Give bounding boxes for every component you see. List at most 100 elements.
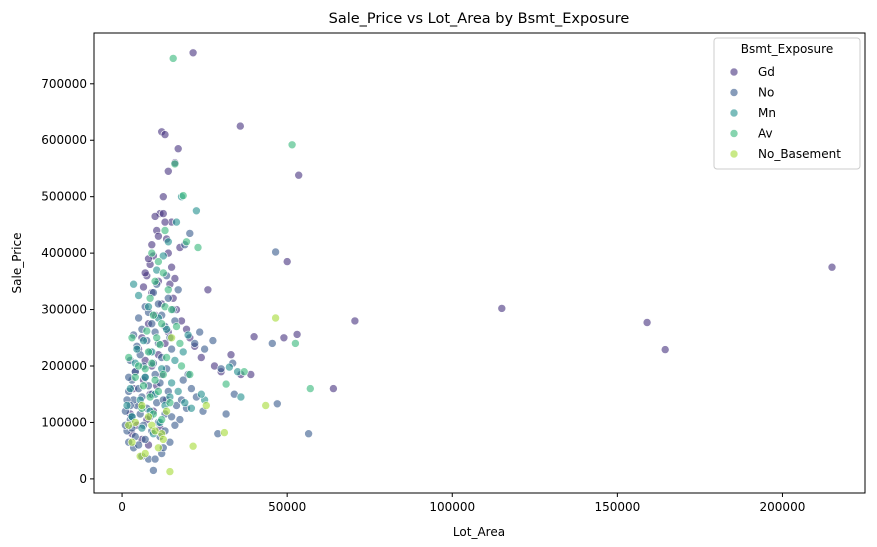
data-point-mn: [183, 330, 193, 340]
data-point-mn: [122, 401, 132, 410]
data-point-gd: [197, 353, 206, 362]
y-tick-label: 100000: [41, 415, 87, 429]
data-point-no-basement: [150, 426, 160, 436]
data-point-gd: [282, 257, 292, 266]
data-point-no-basement: [144, 412, 153, 422]
data-point-no: [190, 339, 199, 348]
data-point-av: [175, 339, 185, 348]
data-point-av: [172, 322, 181, 331]
data-point-no-basement: [124, 420, 133, 430]
data-point-av: [144, 347, 153, 357]
y-tick-label: 0: [79, 472, 87, 486]
legend-marker: [729, 108, 739, 118]
data-point-gd: [292, 330, 302, 339]
data-point-gd: [329, 384, 338, 393]
data-point-gd: [160, 130, 170, 139]
legend-label: Gd: [758, 65, 775, 79]
legend-label: Av: [758, 127, 773, 141]
data-point-gd: [159, 209, 168, 218]
data-point-gd: [497, 304, 507, 313]
legend-label: No_Basement: [758, 147, 841, 161]
data-point-no-basement: [261, 401, 271, 410]
data-point-mn: [197, 389, 206, 399]
data-point-av: [165, 398, 175, 408]
data-point-gd: [660, 345, 670, 354]
y-tick-label: 400000: [41, 246, 87, 260]
points-layer: [121, 48, 837, 476]
data-point-no-basement: [162, 406, 171, 416]
data-point-av: [239, 367, 249, 377]
data-point-gd: [147, 240, 157, 249]
data-point-mn: [167, 378, 176, 388]
data-point-no: [200, 344, 209, 354]
data-point-no: [149, 466, 158, 475]
data-point-gd: [294, 170, 304, 180]
data-point-no: [216, 364, 226, 374]
data-point-mn: [178, 347, 188, 357]
y-axis-label: Sale_Price: [10, 233, 24, 294]
y-tick-label: 700000: [41, 77, 87, 91]
x-tick-label: 50000: [268, 500, 306, 514]
data-point-no: [178, 375, 188, 385]
data-point-av: [162, 353, 171, 362]
data-point-mn: [180, 398, 190, 408]
data-point-no: [195, 327, 204, 337]
data-point-av: [160, 226, 170, 235]
y-axis: 0 100000 200000 300000 400000 500000 600000 700…: [41, 77, 94, 486]
data-point-no-basement: [202, 401, 211, 410]
data-point-av: [134, 361, 143, 371]
data-point-mn: [137, 423, 147, 433]
data-point-av: [185, 370, 195, 379]
data-point-av: [221, 379, 231, 389]
data-point-av: [178, 191, 188, 200]
data-point-mn: [164, 237, 173, 247]
data-point-av: [131, 372, 140, 382]
x-tick-label: 150000: [594, 500, 640, 514]
data-point-mn: [173, 387, 183, 396]
data-point-mn: [162, 324, 171, 334]
data-point-no: [167, 412, 176, 422]
data-point-av: [142, 326, 152, 336]
data-point-gd: [642, 318, 652, 327]
data-point-mn: [126, 384, 135, 393]
data-point-gd: [827, 262, 837, 272]
data-point-no: [170, 420, 180, 430]
data-point-no: [185, 229, 195, 238]
data-point-no: [147, 319, 157, 329]
data-point-no: [271, 247, 280, 257]
data-point-av: [182, 237, 191, 247]
chart-title: Sale_Price vs Lot_Area by Bsmt_Exposure: [329, 11, 630, 27]
data-point-no-basement: [165, 467, 175, 476]
data-point-no: [267, 339, 277, 348]
data-point-mn: [159, 251, 168, 261]
legend-box: [713, 37, 861, 170]
data-point-no: [187, 384, 196, 393]
data-point-av: [139, 381, 148, 391]
data-point-gd: [350, 316, 360, 326]
data-point-mn: [170, 356, 180, 365]
data-point-gd: [139, 282, 148, 292]
data-point-av: [177, 361, 186, 371]
x-axis-label: Lot_Area: [453, 525, 505, 539]
data-point-no-basement: [127, 437, 137, 447]
data-point-no-basement: [167, 333, 176, 343]
legend-items: Gd No Mn Av No_Basement: [729, 65, 841, 161]
x-tick-label: 100000: [429, 500, 475, 514]
plot-frame: [93, 32, 866, 494]
data-point-gd: [236, 121, 245, 131]
data-point-no: [175, 415, 185, 424]
data-point-av: [157, 319, 166, 329]
y-tick-label: 300000: [41, 303, 87, 317]
data-point-gd: [188, 48, 198, 58]
legend-marker: [729, 129, 739, 138]
data-point-no-basement: [140, 449, 150, 458]
data-point-no-basement: [137, 401, 147, 410]
data-point-gd: [160, 217, 170, 227]
data-point-gd: [173, 144, 183, 153]
data-point-no-basement: [220, 428, 229, 437]
data-point-mn: [139, 336, 148, 345]
data-point-av: [147, 358, 157, 368]
data-point-no: [140, 435, 150, 444]
data-point-av: [168, 54, 178, 63]
